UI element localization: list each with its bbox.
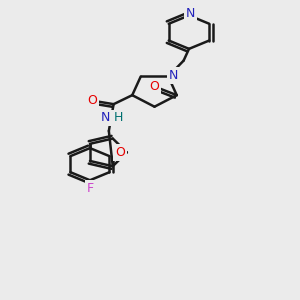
Text: H: H — [114, 111, 123, 124]
Text: O: O — [88, 94, 98, 107]
Text: N: N — [101, 111, 110, 124]
Text: O: O — [115, 146, 125, 159]
Text: O: O — [149, 80, 159, 93]
Text: N: N — [186, 7, 195, 20]
Text: F: F — [86, 182, 94, 195]
Text: N: N — [169, 69, 178, 82]
